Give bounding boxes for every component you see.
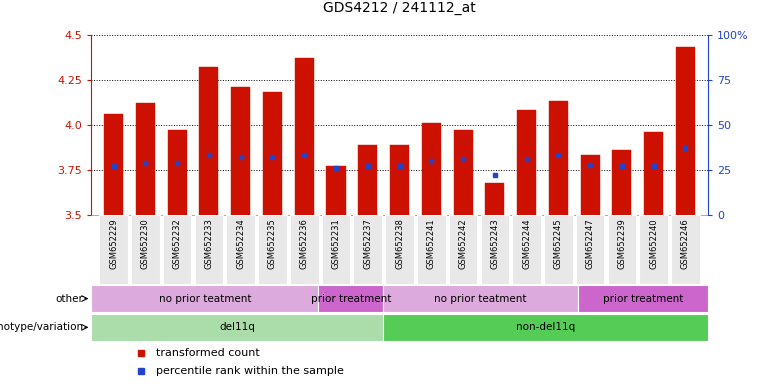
FancyBboxPatch shape xyxy=(512,215,541,284)
Text: GSM652244: GSM652244 xyxy=(522,218,531,269)
Text: GSM652241: GSM652241 xyxy=(427,218,436,269)
Text: GSM652242: GSM652242 xyxy=(459,218,467,269)
Bar xyxy=(231,87,250,215)
Text: GSM652232: GSM652232 xyxy=(173,218,182,269)
Bar xyxy=(390,145,409,215)
Text: GSM652243: GSM652243 xyxy=(490,218,499,269)
Bar xyxy=(199,67,218,215)
FancyBboxPatch shape xyxy=(353,215,382,284)
Bar xyxy=(613,150,632,215)
Bar xyxy=(104,114,123,215)
Bar xyxy=(454,130,473,215)
Text: GSM652239: GSM652239 xyxy=(617,218,626,269)
Text: transformed count: transformed count xyxy=(156,348,260,358)
Bar xyxy=(644,132,664,215)
FancyBboxPatch shape xyxy=(639,215,668,284)
Text: GSM652238: GSM652238 xyxy=(395,218,404,269)
FancyBboxPatch shape xyxy=(449,215,477,284)
FancyBboxPatch shape xyxy=(91,313,384,341)
Bar xyxy=(581,156,600,215)
FancyBboxPatch shape xyxy=(322,215,350,284)
FancyBboxPatch shape xyxy=(226,215,255,284)
FancyBboxPatch shape xyxy=(417,215,446,284)
Bar xyxy=(167,130,186,215)
Bar xyxy=(295,58,314,215)
Text: percentile rank within the sample: percentile rank within the sample xyxy=(156,366,344,376)
Text: no prior teatment: no prior teatment xyxy=(435,293,527,304)
Text: non-del11q: non-del11q xyxy=(516,322,575,333)
FancyBboxPatch shape xyxy=(195,215,223,284)
FancyBboxPatch shape xyxy=(480,215,509,284)
Text: GSM652245: GSM652245 xyxy=(554,218,563,269)
Text: GSM652246: GSM652246 xyxy=(681,218,690,269)
FancyBboxPatch shape xyxy=(671,215,700,284)
Bar xyxy=(486,182,505,215)
FancyBboxPatch shape xyxy=(578,285,708,313)
Bar xyxy=(135,103,155,215)
Text: GSM652236: GSM652236 xyxy=(300,218,309,269)
Text: genotype/variation: genotype/variation xyxy=(0,322,84,333)
FancyBboxPatch shape xyxy=(131,215,160,284)
Text: GSM652237: GSM652237 xyxy=(363,218,372,269)
Bar xyxy=(676,47,695,215)
Text: no prior teatment: no prior teatment xyxy=(158,293,251,304)
Bar xyxy=(422,123,441,215)
FancyBboxPatch shape xyxy=(607,215,636,284)
Text: other: other xyxy=(56,293,84,304)
Bar xyxy=(517,110,537,215)
Text: GDS4212 / 241112_at: GDS4212 / 241112_at xyxy=(323,2,476,15)
FancyBboxPatch shape xyxy=(290,215,319,284)
FancyBboxPatch shape xyxy=(544,215,573,284)
FancyBboxPatch shape xyxy=(384,285,578,313)
Text: GSM652230: GSM652230 xyxy=(141,218,150,269)
Bar xyxy=(263,92,282,215)
Text: GSM652235: GSM652235 xyxy=(268,218,277,269)
Text: GSM652229: GSM652229 xyxy=(109,218,118,269)
FancyBboxPatch shape xyxy=(258,215,287,284)
Text: GSM652247: GSM652247 xyxy=(586,218,594,269)
FancyBboxPatch shape xyxy=(91,285,318,313)
FancyBboxPatch shape xyxy=(318,285,384,313)
Text: del11q: del11q xyxy=(219,322,255,333)
FancyBboxPatch shape xyxy=(385,215,414,284)
Text: GSM652240: GSM652240 xyxy=(649,218,658,269)
FancyBboxPatch shape xyxy=(384,313,708,341)
Text: prior treatment: prior treatment xyxy=(603,293,683,304)
FancyBboxPatch shape xyxy=(99,215,128,284)
Text: GSM652234: GSM652234 xyxy=(236,218,245,269)
FancyBboxPatch shape xyxy=(163,215,192,284)
Text: GSM652233: GSM652233 xyxy=(205,218,213,269)
Text: GSM652231: GSM652231 xyxy=(332,218,340,269)
Bar xyxy=(358,145,377,215)
FancyBboxPatch shape xyxy=(576,215,604,284)
Bar xyxy=(326,166,345,215)
Text: prior treatment: prior treatment xyxy=(310,293,391,304)
Bar xyxy=(549,101,568,215)
